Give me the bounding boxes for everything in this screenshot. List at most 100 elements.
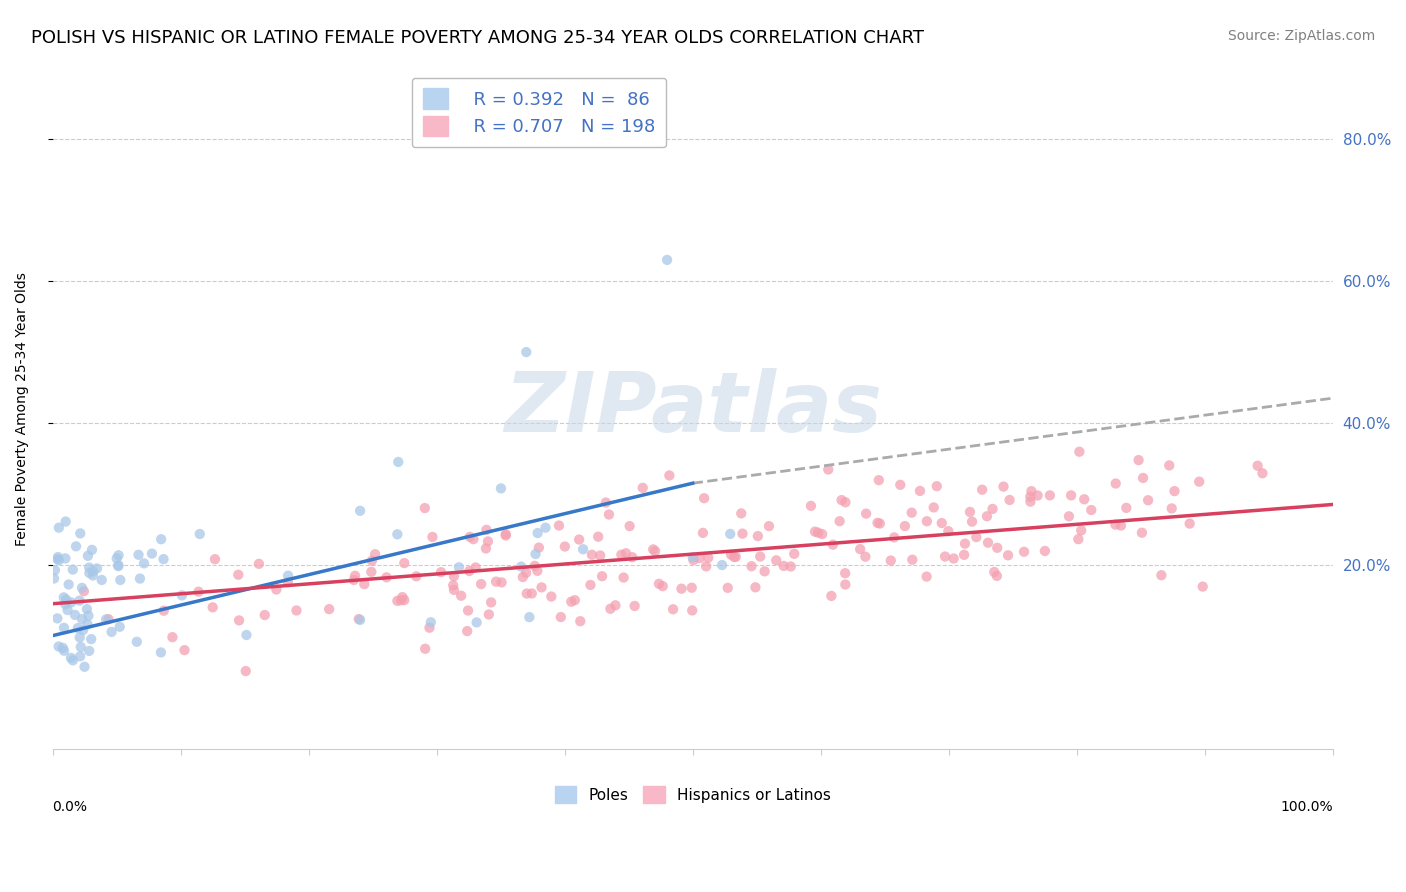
Point	[671, 582, 693, 596]
Point	[711, 558, 734, 572]
Point	[1039, 488, 1062, 502]
Point	[986, 541, 1008, 555]
Point	[695, 559, 717, 574]
Point	[343, 573, 366, 587]
Point	[97, 612, 120, 626]
Point	[741, 559, 763, 574]
Point	[548, 518, 571, 533]
Point	[125, 634, 148, 648]
Point	[1080, 503, 1102, 517]
Point	[349, 504, 371, 518]
Point	[831, 493, 853, 508]
Point	[82, 568, 104, 582]
Point	[530, 581, 553, 595]
Point	[724, 549, 747, 564]
Point	[344, 568, 367, 582]
Point	[478, 607, 501, 622]
Point	[648, 576, 671, 591]
Point	[53, 643, 76, 657]
Point	[855, 549, 877, 564]
Point	[572, 542, 595, 557]
Point	[360, 565, 382, 579]
Point	[689, 551, 711, 566]
Point	[526, 526, 548, 541]
Point	[394, 556, 416, 570]
Point	[692, 525, 714, 540]
Point	[107, 558, 129, 573]
Point	[972, 483, 994, 497]
Point	[754, 565, 776, 579]
Point	[598, 508, 620, 522]
Point	[658, 468, 681, 483]
Point	[77, 608, 100, 623]
Point	[55, 592, 77, 607]
Point	[204, 552, 226, 566]
Point	[80, 542, 103, 557]
Point	[900, 506, 922, 520]
Point	[894, 519, 917, 533]
Point	[510, 559, 533, 574]
Point	[443, 582, 465, 597]
Point	[162, 630, 184, 644]
Point	[62, 563, 84, 577]
Point	[523, 558, 546, 573]
Y-axis label: Female Poverty Among 25-34 Year Olds: Female Poverty Among 25-34 Year Olds	[15, 272, 30, 546]
Point	[152, 552, 174, 566]
Point	[1073, 492, 1095, 507]
Point	[908, 483, 931, 498]
Point	[540, 590, 562, 604]
Point	[720, 548, 742, 562]
Point	[247, 557, 270, 571]
Point	[46, 611, 69, 625]
Point	[76, 617, 98, 632]
Point	[419, 615, 441, 630]
Point	[804, 524, 827, 539]
Text: 100.0%: 100.0%	[1279, 800, 1333, 814]
Point	[619, 519, 641, 533]
Point	[418, 621, 440, 635]
Point	[475, 523, 498, 537]
Point	[447, 560, 470, 574]
Point	[46, 552, 69, 566]
Point	[934, 549, 956, 564]
Point	[94, 612, 117, 626]
Point	[718, 527, 741, 541]
Point	[614, 546, 637, 560]
Point	[477, 534, 499, 549]
Point	[69, 649, 91, 664]
Point	[1137, 493, 1160, 508]
Point	[105, 551, 128, 566]
Point	[595, 495, 617, 509]
Point	[361, 554, 384, 568]
Point	[69, 526, 91, 541]
Point	[495, 528, 517, 542]
Point	[394, 593, 416, 607]
Point	[1115, 500, 1137, 515]
Point	[458, 564, 481, 578]
Point	[783, 547, 806, 561]
Point	[965, 530, 987, 544]
Point	[717, 581, 740, 595]
Point	[285, 603, 308, 617]
Point	[564, 593, 586, 607]
Point	[976, 509, 998, 524]
Point	[1019, 494, 1042, 508]
Point	[53, 551, 76, 566]
Point	[568, 533, 591, 547]
Point	[880, 553, 903, 567]
Point	[228, 614, 250, 628]
Point	[129, 572, 152, 586]
Point	[834, 495, 856, 509]
Point	[1132, 471, 1154, 485]
Point	[981, 502, 1004, 516]
Point	[187, 584, 209, 599]
Point	[80, 632, 103, 647]
Point	[266, 582, 288, 597]
Point	[77, 549, 100, 563]
Point	[1109, 518, 1132, 533]
Point	[44, 563, 66, 577]
Point	[1246, 458, 1268, 473]
Point	[931, 516, 953, 530]
Point	[235, 628, 257, 642]
Point	[107, 559, 129, 574]
